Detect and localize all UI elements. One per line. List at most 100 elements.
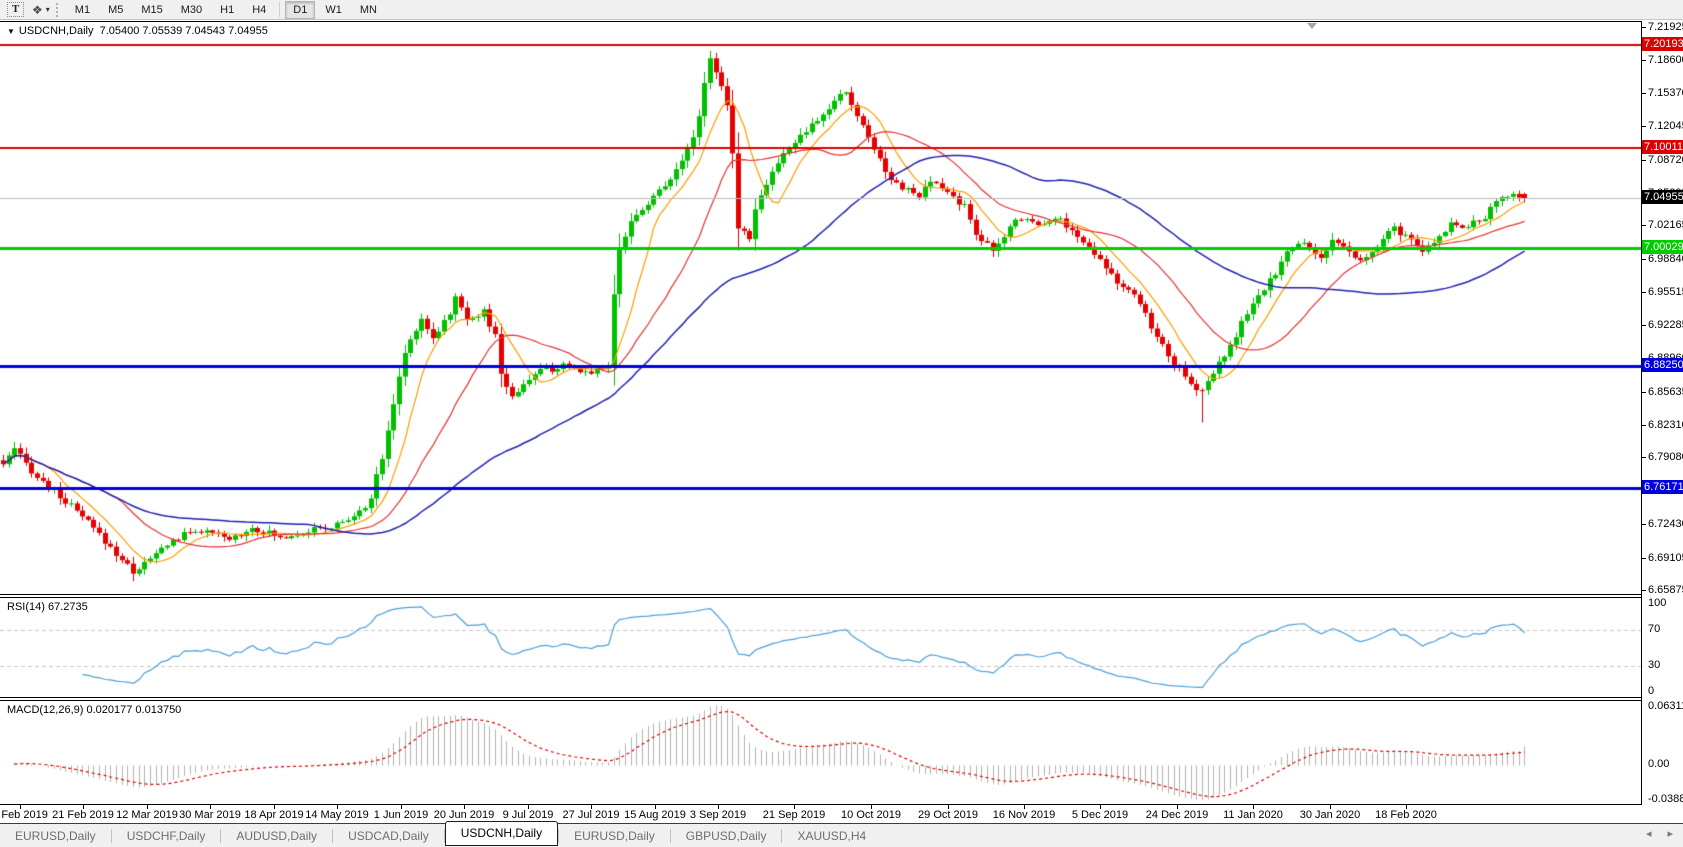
timeframe-d1-button[interactable]: D1	[285, 0, 316, 19]
date-axis-label: 10 Oct 2019	[841, 809, 901, 821]
timeframe-mn-button[interactable]: MN	[359, 3, 377, 16]
date-axis-tickmark	[591, 805, 592, 809]
price-axis-label: 7.12045	[1648, 120, 1683, 132]
date-axis-label: 29 Oct 2019	[918, 809, 978, 821]
macd-label: MACD(12,26,9) 0.020177 0.013750	[7, 704, 182, 716]
date-axis-label: 12 Mar 2019	[116, 809, 178, 821]
chart-tab-bar: EURUSD,Daily USDCHF,Daily AUDUSD,Daily USDC…	[0, 821, 1683, 847]
layers-icon: ❖	[32, 2, 43, 17]
tab-scroll-controls: ◂ ▸	[1646, 827, 1673, 840]
price-badge-resistance-2: 7.10011	[1642, 140, 1683, 154]
tab-separator	[558, 828, 560, 843]
timeframe-m5-button[interactable]: M5	[108, 3, 124, 16]
timeframe-m15-button[interactable]: M15	[141, 3, 163, 16]
date-axis-tickmark	[1330, 805, 1331, 809]
price-axis-tickmark	[1641, 292, 1646, 293]
date-axis-label: 30 Jan 2020	[1299, 809, 1361, 821]
price-axis-label: 6.92285	[1648, 319, 1683, 331]
layers-tool-button[interactable]: ❖ ▾	[28, 0, 54, 20]
date-axis-tickmark	[1406, 805, 1407, 809]
price-axis-tickmark	[1641, 93, 1646, 94]
price-axis-label: 6.72430	[1648, 518, 1683, 530]
timeframe-m30-button[interactable]: M30	[180, 3, 203, 16]
date-axis-label: 15 Aug 2019	[624, 809, 686, 821]
price-chart-panel	[0, 21, 1642, 595]
rsi-axis-label: 30	[1648, 659, 1661, 671]
date-axis-label: 20 Jun 2019	[433, 809, 495, 821]
date-axis-tickmark	[20, 805, 21, 809]
tab-xauusd-h4[interactable]: XAUUSD,H4	[797, 828, 867, 843]
date-axis-label: 27 Jul 2019	[562, 809, 620, 821]
price-axis-tickmark	[1641, 259, 1646, 260]
tab-scroll-right-icon[interactable]: ▸	[1667, 828, 1673, 840]
toolbar-separator	[279, 2, 281, 17]
price-axis-tickmark	[1641, 558, 1646, 559]
rsi-panel	[0, 597, 1642, 698]
price-badge-resistance-1: 7.20193	[1642, 37, 1683, 51]
text-tool-button[interactable]: T	[3, 0, 28, 20]
date-axis-tickmark	[147, 805, 148, 809]
price-axis-tickmark	[1641, 590, 1646, 591]
tab-separator	[669, 828, 671, 843]
macd-axis-label: 0.00	[1648, 758, 1670, 770]
tab-separator	[781, 828, 783, 843]
tab-usdcnh-daily[interactable]: USDCNH,Daily	[444, 821, 559, 846]
price-axis-label: 6.79080	[1648, 451, 1683, 463]
date-axis-label: 24 Dec 2019	[1145, 809, 1209, 821]
tab-gbpusd-daily[interactable]: GBPUSD,Daily	[685, 828, 767, 843]
price-axis-tickmark	[1641, 392, 1646, 393]
rsi-axis-label: 0	[1648, 685, 1655, 697]
date-axis-tickmark	[210, 805, 211, 809]
date-axis-tickmark	[718, 805, 719, 809]
price-axis-label: 7.15370	[1648, 87, 1683, 99]
toolbar-grip	[55, 2, 61, 17]
price-axis-label: 6.98840	[1648, 253, 1683, 265]
date-axis-label: 1 Jun 2019	[373, 809, 429, 821]
date-axis-tickmark	[337, 805, 338, 809]
price-axis-tickmark	[1641, 126, 1646, 127]
timeframe-m1-button[interactable]: M1	[74, 3, 91, 16]
timeframe-h4-button[interactable]: H4	[252, 3, 267, 16]
rsi-canvas[interactable]	[0, 598, 1641, 697]
timeframe-h1-button[interactable]: H1	[220, 3, 235, 16]
price-chart-canvas[interactable]	[0, 22, 1641, 594]
date-axis-label: 14 May 2019	[305, 809, 369, 821]
price-axis-tickmark	[1641, 27, 1646, 28]
macd-canvas[interactable]	[0, 701, 1641, 804]
timeframe-w1-button[interactable]: W1	[325, 3, 342, 16]
macd-axis-label: 0.063113	[1648, 700, 1683, 712]
date-axis-label: 11 Jan 2020	[1223, 809, 1283, 821]
price-axis-label: 6.95515	[1648, 286, 1683, 298]
tab-audusd-daily[interactable]: AUDUSD,Daily	[236, 828, 318, 843]
price-axis-tickmark	[1641, 225, 1646, 226]
date-axis-label: 5 Dec 2019	[1071, 809, 1129, 821]
price-badge-support-1: 6.88250	[1642, 358, 1683, 372]
text-tool-icon: T	[7, 2, 24, 17]
tab-separator	[332, 828, 334, 843]
tab-separator	[220, 828, 222, 843]
price-axis-label: 7.02165	[1648, 219, 1683, 231]
price-axis-label: 7.08720	[1648, 154, 1683, 166]
date-axis-tickmark	[1100, 805, 1101, 809]
date-axis-label: 21 Sep 2019	[762, 809, 826, 821]
chart-shift-marker	[1307, 23, 1317, 29]
collapse-arrow-icon: ▼	[7, 27, 15, 36]
price-axis-tickmark	[1641, 524, 1646, 525]
chart-ohlc: 7.05400 7.05539 7.04543 7.04955	[99, 25, 268, 37]
tab-usdchf-daily[interactable]: USDCHF,Daily	[126, 828, 206, 843]
tab-scroll-left-icon[interactable]: ◂	[1645, 828, 1652, 840]
date-axis-label: 21 Feb 2019	[52, 809, 114, 821]
date-axis-tickmark	[1253, 805, 1254, 809]
tab-separator	[443, 828, 445, 843]
chart-symbol: USDCNH,Daily	[18, 25, 94, 37]
chart-title: ▼ USDCNH,Daily 7.05400 7.05539 7.04543 7.…	[7, 25, 268, 37]
tab-eurusd-daily[interactable]: EURUSD,Daily	[574, 828, 655, 843]
date-axis-tickmark	[83, 805, 84, 809]
timeframe-group: M1 M5 M15 M30 H1 H4 D1 W1 MN	[66, 0, 386, 19]
tab-eurusd-daily[interactable]: EURUSD,Daily	[15, 828, 96, 843]
chevron-down-icon: ▾	[45, 5, 50, 14]
price-badge-support-2: 6.76171	[1642, 480, 1683, 494]
date-axis-tickmark	[871, 805, 872, 809]
tab-usdcad-daily[interactable]: USDCAD,Daily	[348, 828, 429, 843]
